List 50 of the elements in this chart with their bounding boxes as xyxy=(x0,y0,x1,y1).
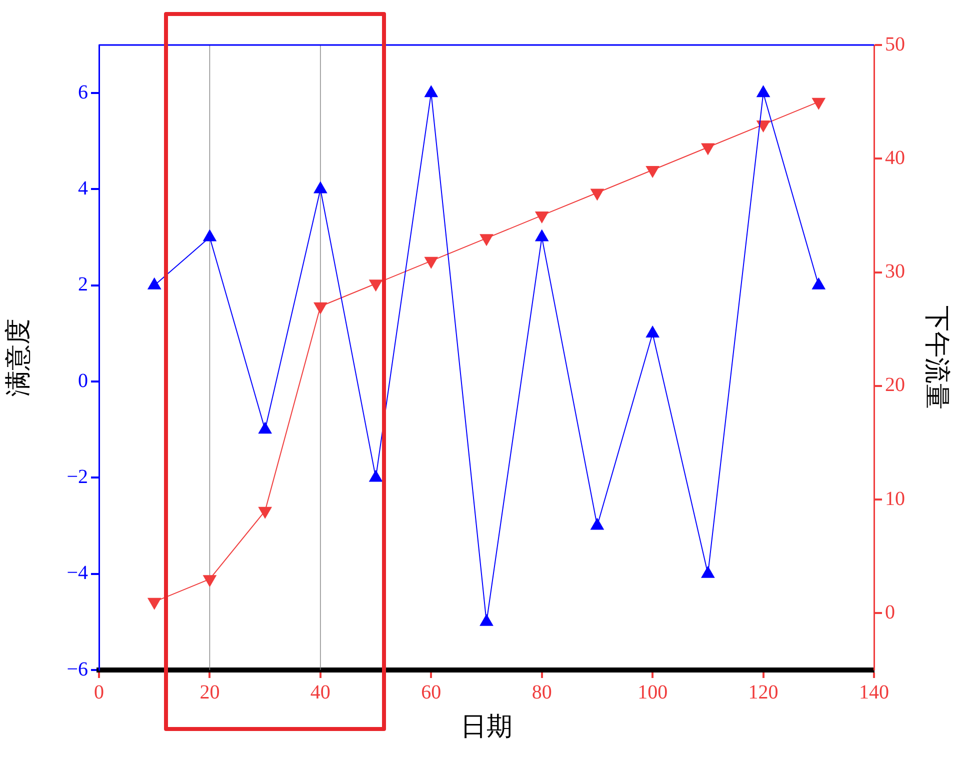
point xyxy=(314,302,327,314)
y-tick-label: −6 xyxy=(66,658,88,680)
point xyxy=(203,230,216,242)
point xyxy=(258,506,272,518)
point xyxy=(701,143,714,155)
x-tick-label: 20 xyxy=(200,681,220,704)
y2-tick-label: 0 xyxy=(885,601,895,624)
point xyxy=(203,575,216,587)
y-tick-label: 0 xyxy=(78,370,88,392)
y-tick-label: 2 xyxy=(78,274,88,296)
x-tick-label: 80 xyxy=(532,681,552,704)
point xyxy=(756,86,770,98)
point xyxy=(701,566,714,578)
y2-tick-label: 50 xyxy=(885,33,905,56)
point xyxy=(258,422,272,434)
y2-tick-label: 20 xyxy=(885,374,905,396)
x-tick-label: 140 xyxy=(859,681,889,704)
point xyxy=(369,280,382,292)
point xyxy=(646,326,660,338)
x-tick-label: 40 xyxy=(310,681,330,704)
point xyxy=(535,211,548,223)
point xyxy=(812,98,826,110)
x-axis-title: 日期 xyxy=(460,712,512,742)
point xyxy=(148,278,161,290)
point xyxy=(480,234,494,246)
y2-tick-label: 30 xyxy=(885,260,905,283)
x-tick-label: 60 xyxy=(421,681,442,704)
point xyxy=(590,518,604,530)
point xyxy=(314,182,327,194)
x-tick-label: 100 xyxy=(638,681,668,704)
point xyxy=(646,166,660,178)
point xyxy=(424,86,438,98)
point xyxy=(480,614,494,626)
y-tick-label: 6 xyxy=(78,81,88,104)
point xyxy=(590,188,604,200)
point xyxy=(756,120,770,132)
point xyxy=(148,598,161,610)
y-tick-label: −2 xyxy=(66,466,88,488)
x-tick-label: 0 xyxy=(94,681,104,704)
y2-tick-label: 40 xyxy=(885,146,905,169)
y-tick-label: −4 xyxy=(66,562,88,584)
y-axis-title: 满意度 xyxy=(3,318,34,396)
x-tick-label: 120 xyxy=(748,681,778,704)
y2-tick-label: 10 xyxy=(885,488,905,510)
y-tick-label: 4 xyxy=(78,177,88,200)
point xyxy=(424,256,438,268)
point xyxy=(535,230,548,242)
point xyxy=(812,278,826,290)
y2-axis-title: 下午流量 xyxy=(922,306,952,410)
point xyxy=(369,470,382,482)
